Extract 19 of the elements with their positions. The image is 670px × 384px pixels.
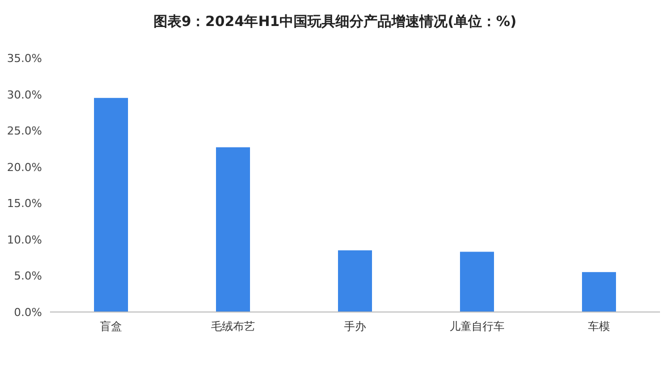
y-tick-label: 25.0%	[7, 124, 42, 138]
y-tick-label: 0.0%	[14, 306, 42, 319]
y-tick-label: 5.0%	[14, 270, 42, 283]
bar	[582, 272, 616, 312]
x-tick-label: 手办	[344, 320, 366, 333]
x-tick-label: 车模	[588, 320, 610, 333]
y-tick-label: 20.0%	[7, 160, 42, 174]
bar	[216, 147, 250, 312]
y-tick-label: 35.0%	[7, 52, 42, 65]
bar	[460, 252, 494, 312]
y-tick-label: 30.0%	[7, 88, 42, 102]
x-tick-label: 毛绒布艺	[211, 320, 255, 333]
chart-title: 图表9：2024年H1中国玩具细分产品增速情况(单位：%)	[154, 13, 516, 30]
bar	[338, 250, 372, 312]
x-tick-label: 盲盒	[100, 320, 122, 333]
x-tick-label: 儿童自行车	[450, 320, 504, 333]
y-tick-label: 10.0%	[7, 233, 42, 246]
y-tick-label: 15.0%	[7, 197, 42, 210]
bar	[94, 98, 128, 312]
